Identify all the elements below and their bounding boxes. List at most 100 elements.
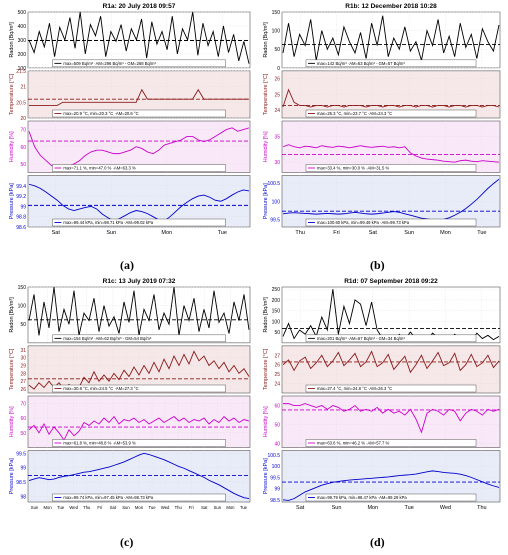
y-axis-label: Humidity [%]: [9, 406, 15, 437]
legend-box: [305, 59, 477, 68]
y-tick-label: 500: [18, 10, 27, 16]
chart-title: R1c: 13 July 2019 07:32: [103, 278, 176, 285]
y-tick-label: 99.4: [16, 184, 26, 190]
y-axis-label: Pressure [kPa]: [263, 183, 269, 220]
y-tick-label: 98.5: [270, 498, 280, 504]
y-axis-label: Temperature [°C]: [263, 73, 269, 115]
y-tick-label: 60: [20, 145, 26, 151]
subplot-2: 50 60 70 Humidity [%] max=61.8 %, min=48.8 %…: [9, 395, 251, 448]
y-axis-label: Humidity [%]: [263, 406, 269, 437]
x-tick-label: Mon: [226, 505, 235, 510]
y-tick-label: 99.5: [270, 218, 280, 224]
y-tick-label: 100.5: [267, 453, 280, 459]
y-tick-label: 100: [18, 66, 27, 72]
y-tick-label: 100: [272, 319, 281, 325]
legend-box: [305, 218, 477, 227]
legend-box: [52, 59, 226, 68]
x-tick-label: Fri: [333, 230, 339, 236]
subplot-2: 30 35 Humidity [%] max=33.4 %, min=30.0 % ·…: [263, 120, 501, 173]
legend-text: max=20.9 °C, min=20.3 °C ·AM=20.6 °C: [63, 111, 138, 116]
y-tick-label: 20: [20, 116, 26, 122]
y-tick-label: 50: [20, 431, 26, 437]
legend-text: max=71.1 %, min=47.0 % ·AM=63.3 %: [63, 166, 136, 171]
subplot-frame: [281, 395, 501, 448]
legend-text: max=142 Bq/m³ ·AM=63 Bq/m³ - GM=57 Bq/m³: [317, 61, 405, 66]
legend-text: max=33.4 %, min=30.0 % ·AM=31.5 %: [317, 166, 390, 171]
y-tick-label: 100: [272, 29, 281, 35]
x-tick-label: Wed: [440, 505, 451, 511]
x-tick-label: Thu: [295, 230, 304, 236]
y-tick-label: 100: [18, 304, 27, 310]
y-tick-label: 99: [274, 487, 280, 493]
legend-box: [305, 439, 477, 447]
legend-box: [52, 384, 226, 393]
y-axis-label: Pressure [kPa]: [9, 183, 15, 220]
x-tick-label: Tue: [57, 505, 65, 510]
y-tick-label: 50: [20, 322, 26, 328]
legend-box: [52, 218, 226, 227]
y-tick-label: 27: [20, 379, 26, 385]
x-tick-label: Sat: [110, 505, 117, 510]
panel-label-b: (b): [370, 258, 385, 272]
y-tick-label: 60: [274, 404, 280, 410]
x-tick-label: Wed: [161, 505, 170, 510]
legend-box: [52, 334, 226, 343]
legend-text: max=61.8 %, min=48.8 % ·AM=53.9 %: [63, 441, 136, 446]
legend-text: max=25.3 °C, min=23.7 °C ·AM=24.3 °C: [317, 111, 392, 116]
y-tick-label: 99: [20, 204, 26, 210]
panel-label-d: (d): [370, 535, 385, 549]
series-line: [283, 403, 500, 434]
legend-box: [52, 439, 226, 447]
y-tick-label: 21.5: [16, 69, 26, 75]
y-tick-label: 25: [274, 92, 280, 98]
x-tick-label: Tue: [405, 505, 414, 511]
legend-box: [52, 164, 226, 172]
legend-box: [52, 109, 226, 118]
legend-text: max=100.60 kPa, min=99.49 kPa ·AM=99.73 …: [317, 220, 410, 225]
y-tick-label: 26: [20, 387, 26, 393]
y-axis-label: Radon [Bq/m³]: [263, 297, 269, 333]
x-tick-label: Fri: [189, 505, 194, 510]
series-line: [29, 88, 249, 106]
y-tick-label: 60: [20, 416, 26, 422]
x-tick-label: Sun: [31, 505, 39, 510]
panel-label-a: (a): [120, 258, 134, 272]
y-tick-label: 100.5: [267, 181, 280, 187]
y-tick-label: 250: [272, 287, 281, 293]
subplot-1: 24 25 26 27 Temperature [°C] max=27.4 °C, min…: [263, 345, 501, 394]
x-tick-label: Mon: [44, 505, 53, 510]
y-axis-label: Temperature [°C]: [9, 73, 15, 115]
x-tick-label: Sat: [201, 505, 208, 510]
y-tick-label: 26: [274, 77, 280, 83]
chart-0: R1a: 20 July 2018 09:57 100 200 300 400 500Ra…: [9, 3, 251, 236]
y-axis-label: Humidity [%]: [9, 131, 15, 162]
x-tick-label: Thu: [175, 505, 183, 510]
y-tick-label: 200: [272, 298, 281, 304]
x-tick-label: Sun: [122, 505, 130, 510]
legend-box: [305, 109, 477, 118]
x-tick-label: Thu: [83, 505, 91, 510]
chart-title: R1d: 07 September 2018 09:22: [344, 278, 438, 285]
y-tick-label: 29: [20, 364, 26, 370]
legend-text: max=63.6 %, min=46.2 % ·AM=57.7 %: [317, 441, 390, 446]
subplot-2: 50 60 70 Humidity [%] max=71.1 %, min=47.0 %…: [9, 120, 251, 173]
y-tick-label: 50: [274, 330, 280, 336]
x-tick-label: Tue: [477, 230, 486, 236]
y-tick-label: 40: [274, 442, 280, 448]
y-tick-label: 100: [272, 464, 281, 470]
x-tick-label: Mon: [367, 505, 378, 511]
y-tick-label: 99.2: [16, 194, 26, 200]
y-tick-label: 98.5: [16, 480, 26, 486]
y-tick-label: 150: [18, 285, 27, 291]
y-tick-label: 99: [20, 466, 26, 472]
y-axis-label: Radon [Bq/m³]: [263, 22, 269, 58]
x-tick-label: Sun: [106, 230, 116, 236]
series-line: [282, 15, 500, 61]
